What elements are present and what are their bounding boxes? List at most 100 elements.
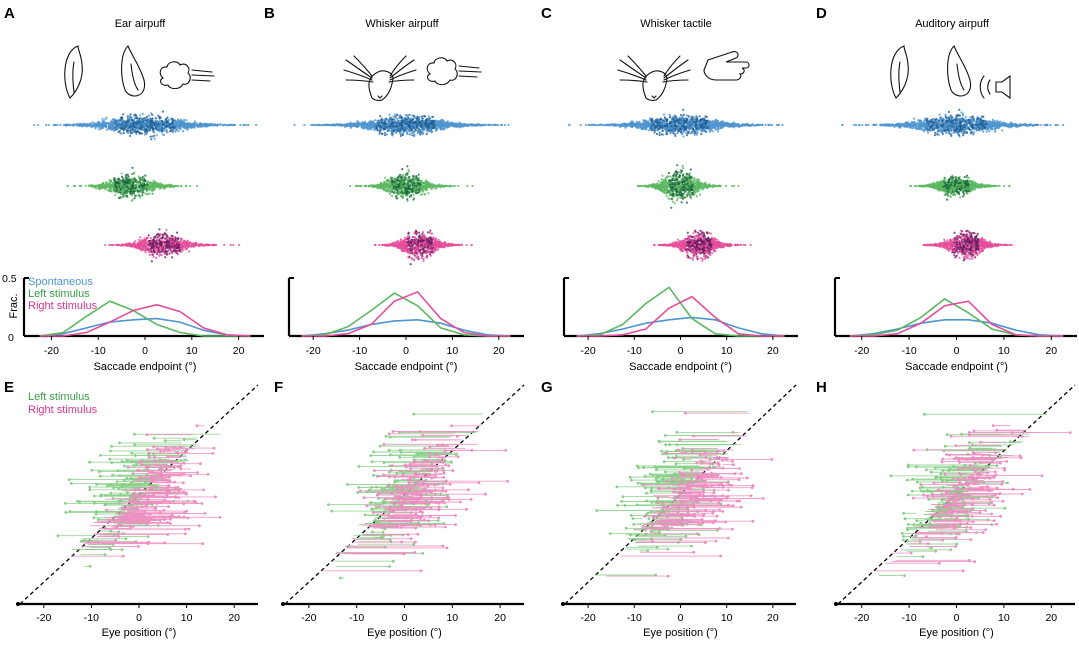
strip-dot — [473, 124, 476, 127]
strip-dot — [143, 183, 146, 186]
strip-dot — [404, 188, 407, 191]
strip-dot — [158, 232, 161, 236]
strip-dot — [401, 195, 404, 198]
strip-dot — [312, 123, 315, 127]
panel-letter-h: H — [816, 379, 827, 396]
strip-dot — [380, 121, 383, 124]
strip-dot — [412, 176, 416, 179]
strip-dot — [393, 177, 396, 180]
strip-dot — [396, 191, 399, 194]
strip-dot — [64, 123, 67, 127]
strip-dot — [98, 122, 101, 125]
strip-dot — [152, 255, 155, 258]
strip-dot — [198, 125, 201, 128]
strip-dot — [499, 123, 503, 126]
panel-letter-e: E — [4, 379, 14, 396]
strip-dot — [179, 121, 182, 124]
strip-dot — [146, 193, 149, 196]
strip-dot — [158, 228, 161, 231]
strip-dot — [119, 125, 122, 128]
strip-dot — [369, 122, 372, 125]
strip-dot — [410, 128, 413, 131]
strip-dot — [144, 187, 147, 190]
strip-dot — [132, 179, 135, 182]
strip-dot — [394, 115, 397, 118]
strip-dot — [132, 242, 135, 245]
strip-dot — [161, 233, 164, 236]
strip-dot — [430, 183, 433, 186]
strip-dot — [402, 173, 405, 176]
strip-dot — [431, 115, 434, 119]
strip-dot — [155, 256, 158, 260]
strip-dot — [176, 237, 179, 240]
strip-dot — [209, 243, 212, 246]
strip-dot — [437, 123, 440, 126]
strip-dot — [156, 126, 159, 129]
strip-dot — [165, 253, 169, 256]
strip-dot — [406, 114, 409, 117]
strip-dot — [416, 127, 420, 130]
strip-dot — [457, 184, 460, 188]
strip-dot — [133, 171, 136, 174]
strip-dot — [122, 195, 125, 198]
strip-dot — [421, 117, 424, 120]
strip-dot — [396, 117, 399, 120]
strip-dot — [426, 120, 430, 123]
strip-dot — [427, 183, 430, 186]
strip-dot — [466, 184, 469, 188]
strip-dot — [429, 236, 432, 239]
strip-dot — [413, 188, 416, 191]
strip-dot — [123, 187, 126, 190]
strip-dot — [174, 124, 177, 127]
strip-dot — [153, 247, 156, 250]
strip-dot — [393, 180, 396, 183]
strip-dot — [437, 121, 440, 124]
strip-dot — [417, 120, 420, 123]
strip-dot — [242, 123, 245, 127]
strip-dot — [158, 243, 161, 246]
strip-dot — [210, 123, 213, 126]
strip-dot — [406, 165, 409, 168]
strip-dot — [410, 125, 413, 128]
strip-dot — [368, 125, 371, 128]
strip-dot — [116, 126, 119, 129]
strip-dot — [440, 125, 443, 128]
strip-dot — [389, 192, 392, 196]
strip-dot — [417, 177, 421, 180]
strip-dot — [99, 126, 102, 129]
strip-dot — [114, 118, 117, 121]
strip-dot — [393, 119, 397, 122]
strip-dot — [150, 247, 153, 250]
strip-dot — [382, 185, 385, 189]
whisker-tactile-icon — [617, 51, 750, 101]
strip-dot — [372, 121, 375, 124]
strip-dot — [392, 127, 395, 130]
strip-dot — [431, 119, 434, 122]
strip-dot — [139, 190, 142, 193]
strip-dot — [126, 127, 129, 130]
strip-dot — [131, 191, 134, 194]
strip-dot — [105, 181, 108, 184]
strip-dot — [356, 122, 359, 125]
strip-dot — [175, 122, 178, 125]
strip-dot — [171, 238, 174, 241]
strip-dot — [186, 247, 189, 250]
strip-dot — [167, 126, 170, 129]
strip-dot — [454, 124, 457, 127]
strip-dot — [408, 118, 411, 121]
strip-dot — [136, 126, 139, 129]
auditory-airpuff-icon — [890, 45, 1011, 100]
panel-letter-a: A — [4, 5, 15, 22]
strip-dot — [214, 243, 217, 247]
strip-dot — [425, 118, 428, 121]
strip-dot — [66, 184, 69, 188]
strip-dot — [232, 243, 235, 247]
strip-spontaneous — [293, 113, 510, 138]
strip-dot — [134, 243, 137, 247]
strip-dot — [186, 239, 189, 242]
strip-dot — [119, 119, 122, 122]
strip-dot — [143, 126, 146, 129]
strip-right-stimulus — [373, 229, 473, 266]
strip-dot — [56, 123, 59, 127]
strip-dot — [100, 186, 104, 190]
